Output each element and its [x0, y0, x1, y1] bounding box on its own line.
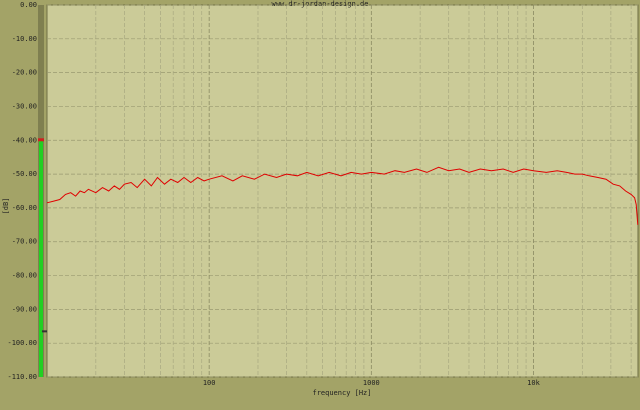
level-meter-top [38, 138, 44, 142]
y-tick-label: -40.00 [12, 136, 37, 144]
y-axis-label: [dB] [2, 198, 10, 215]
y-tick-label: -100.00 [7, 339, 37, 347]
y-tick-label: -90.00 [12, 305, 37, 313]
x-tick-label: 10k [527, 379, 540, 387]
y-tick-label: -80.00 [12, 272, 37, 280]
y-tick-label: -20.00 [12, 69, 37, 77]
x-tick-label: 100 [203, 379, 216, 387]
y-tick-label: -60.00 [12, 204, 37, 212]
y-tick-label: -70.00 [12, 238, 37, 246]
y-tick-label: -110.00 [7, 373, 37, 381]
y-tick-label: -10.00 [12, 35, 37, 43]
y-tick-label: -50.00 [12, 170, 37, 178]
y-tick-label: 0.00 [20, 1, 37, 9]
level-meter-bar [39, 140, 43, 377]
chart-title: www.dr-jordan-design.de [272, 0, 369, 8]
spectrum-line [46, 166, 639, 225]
level-meter-peak [42, 330, 47, 333]
x-tick-label: 1000 [363, 379, 380, 387]
plot-area [46, 4, 639, 378]
x-axis-label: frequency [Hz] [312, 389, 371, 397]
y-tick-label: -30.00 [12, 102, 37, 110]
